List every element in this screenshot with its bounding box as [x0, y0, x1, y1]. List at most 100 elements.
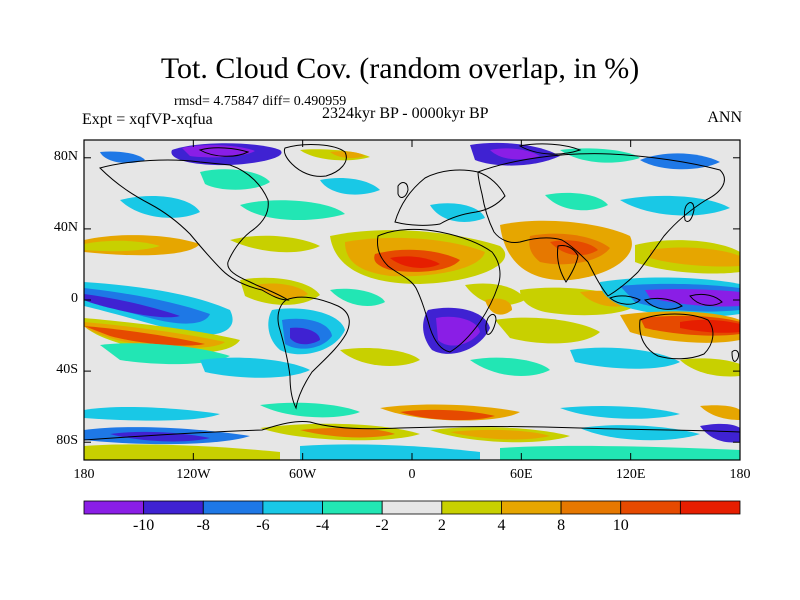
- x-tick-label: 60E: [510, 467, 533, 482]
- anomaly-region: [100, 343, 230, 365]
- anomaly-region: [110, 431, 210, 442]
- colorbar-swatch: [620, 500, 681, 515]
- anomaly-region: [650, 247, 740, 267]
- colorbar-swatch: [202, 500, 264, 515]
- anomaly-region: [500, 445, 740, 460]
- colorbar-swatch: [381, 500, 443, 515]
- anomaly-region: [300, 444, 480, 460]
- anomaly-region: [84, 240, 160, 252]
- anomaly-region: [490, 148, 540, 160]
- colorbar: [83, 500, 741, 515]
- colorbar-swatch: [83, 500, 145, 515]
- anomaly-region: [260, 402, 360, 418]
- colorbar-swatch: [560, 500, 622, 515]
- coastline: [477, 153, 725, 297]
- coastline: [485, 313, 497, 335]
- y-tick-label: 80N: [53, 148, 78, 164]
- anomaly-region: [255, 283, 308, 299]
- colorbar-label: 2: [437, 517, 446, 534]
- anomaly-region: [700, 423, 740, 443]
- colorbar-label: -6: [256, 517, 270, 534]
- anomaly-region: [560, 148, 640, 163]
- y-tick-label: 0: [71, 291, 78, 306]
- colorbar-label: -8: [196, 517, 210, 534]
- anomaly-region: [330, 151, 365, 159]
- anomaly-region: [330, 288, 385, 306]
- colorbar-swatch: [501, 500, 562, 515]
- colorbar-label: -10: [132, 517, 155, 534]
- x-tick-label: 120E: [615, 467, 646, 482]
- map-title: Tot. Cloud Cov. (random overlap, in %): [160, 52, 640, 85]
- coastline: [609, 295, 641, 305]
- coastline: [689, 293, 723, 306]
- anomaly-region: [84, 407, 220, 421]
- coastline: [377, 228, 501, 353]
- coastline: [394, 169, 506, 226]
- coastline: [557, 245, 579, 283]
- coastline: [518, 143, 582, 155]
- anomaly-region: [560, 406, 680, 419]
- y-tick-label: 40N: [53, 219, 78, 235]
- anomaly-region: [84, 326, 205, 346]
- stats-line: rmsd= 4.75847 diff= 0.490959: [174, 94, 347, 109]
- anomaly-region: [320, 178, 380, 195]
- anomaly-region: [700, 405, 740, 420]
- anomaly-region: [182, 145, 255, 158]
- anomaly-region: [300, 427, 395, 438]
- y-tick-label: 40S: [56, 362, 78, 378]
- coastline: [277, 296, 350, 410]
- anomaly-region: [100, 151, 145, 164]
- colorbar-label: -2: [375, 517, 389, 534]
- coastline: [397, 182, 409, 198]
- anomaly-region: [550, 240, 598, 256]
- anomaly-region: [450, 429, 550, 440]
- coastline: [731, 349, 739, 362]
- anomaly-region: [84, 444, 280, 460]
- x-tick-label: 180: [729, 467, 751, 482]
- anomaly-region: [680, 358, 740, 377]
- anomaly-region: [645, 289, 740, 307]
- anomaly-region: [340, 348, 420, 366]
- colorbar-swatch: [441, 500, 502, 515]
- anomaly-region: [545, 192, 608, 211]
- x-tick-label: 60W: [289, 467, 317, 482]
- axis-ticks: [83, 140, 741, 460]
- anomaly-region: [680, 319, 740, 333]
- anomaly-region: [120, 196, 200, 218]
- x-tick-label: 180: [73, 467, 95, 482]
- colorbar-swatch: [679, 500, 741, 515]
- coastline: [283, 144, 347, 177]
- coastline: [683, 202, 695, 223]
- anomaly-region: [430, 203, 485, 222]
- anomaly-region: [230, 235, 320, 253]
- x-tick-label: 0: [408, 467, 416, 482]
- coastlines: [84, 143, 740, 441]
- anomaly-region: [470, 357, 550, 376]
- colorbar-label: 8: [557, 517, 566, 534]
- coastline: [99, 159, 290, 301]
- anomaly-region: [84, 294, 180, 318]
- y-tick-label: 80S: [56, 433, 78, 449]
- coastline: [639, 313, 714, 360]
- anomaly-region: [495, 317, 600, 344]
- anomaly-region: [200, 169, 270, 190]
- coastline: [644, 297, 683, 310]
- anomaly-region: [290, 327, 320, 345]
- anomaly-region: [620, 195, 730, 216]
- anomaly-region: [390, 256, 440, 268]
- colorbar-label: -4: [315, 517, 330, 534]
- anomaly-region: [436, 316, 480, 346]
- anomaly-region: [84, 288, 210, 324]
- colorbar-label: 10: [612, 517, 629, 534]
- colorbar-swatch: [143, 500, 204, 515]
- anomaly-region: [400, 409, 495, 421]
- coastline: [84, 421, 740, 441]
- season-label: ANN: [707, 109, 742, 126]
- anomaly-region: [200, 357, 310, 378]
- period-label: 2324kyr BP - 0000kyr BP: [322, 105, 489, 122]
- colorbar-swatch: [262, 500, 323, 515]
- experiment-label: Expt = xqfVP-xqfua: [82, 111, 213, 128]
- colorbar-label: 4: [497, 517, 506, 534]
- x-tick-label: 120W: [176, 467, 211, 482]
